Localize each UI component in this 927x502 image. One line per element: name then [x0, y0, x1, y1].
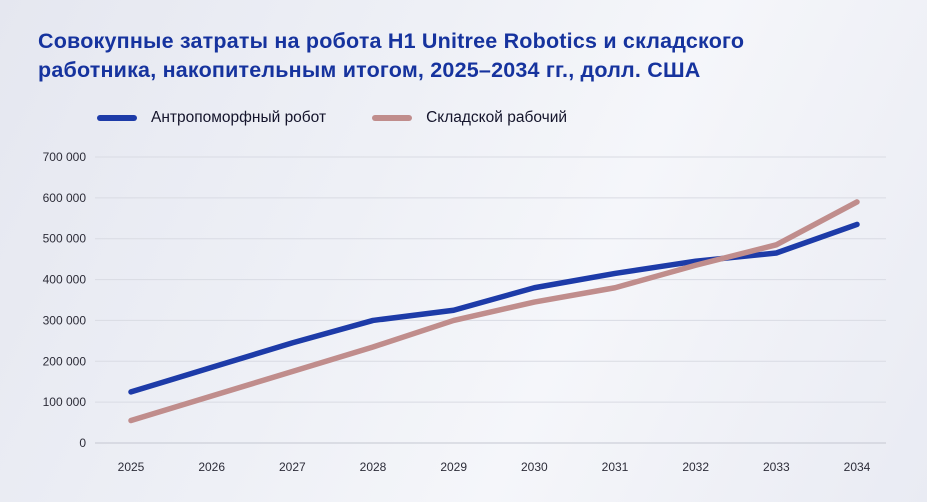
- y-tick-label: 300 000: [43, 313, 87, 327]
- series-line-worker: [128, 199, 860, 424]
- x-tick-label: 2033: [763, 460, 790, 474]
- x-tick-label: 2028: [360, 460, 387, 474]
- x-tick-label: 2027: [279, 460, 306, 474]
- y-tick-label: 600 000: [43, 191, 87, 205]
- y-tick-label: 200 000: [43, 354, 87, 368]
- y-tick-label: 0: [79, 436, 86, 450]
- chart-title-line-1: Совокупные затраты на робота H1 Unitree …: [38, 29, 745, 53]
- y-tick-label: 400 000: [43, 273, 87, 287]
- legend-swatch-robot: [97, 115, 137, 121]
- y-tick-label: 100 000: [43, 395, 87, 409]
- legend: Антропоморфный робот Складской рабочий: [97, 109, 567, 127]
- legend-label-robot: Антропоморфный робот: [151, 109, 327, 126]
- chart-title: Совокупные затраты на робота H1 Unitree …: [38, 27, 908, 85]
- x-tick-label: 2032: [682, 460, 709, 474]
- x-tick-label: 2034: [844, 460, 871, 474]
- x-tick-label: 2030: [521, 460, 548, 474]
- legend-item-robot: Антропоморфный робот: [97, 109, 326, 127]
- x-tick-label: 2026: [198, 460, 225, 474]
- y-tick-label: 500 000: [43, 232, 87, 246]
- chart-title-line-2: работника, накопительным итогом, 2025–20…: [38, 58, 701, 83]
- legend-label-worker: Складской рабочий: [426, 109, 568, 126]
- legend-swatch-worker: [372, 115, 413, 121]
- y-tick-label: 700 000: [43, 150, 87, 164]
- x-tick-label: 2031: [602, 460, 629, 474]
- x-tick-label: 2025: [118, 460, 145, 474]
- x-tick-label: 2029: [440, 460, 467, 474]
- legend-item-worker: Складской рабочий: [372, 109, 567, 127]
